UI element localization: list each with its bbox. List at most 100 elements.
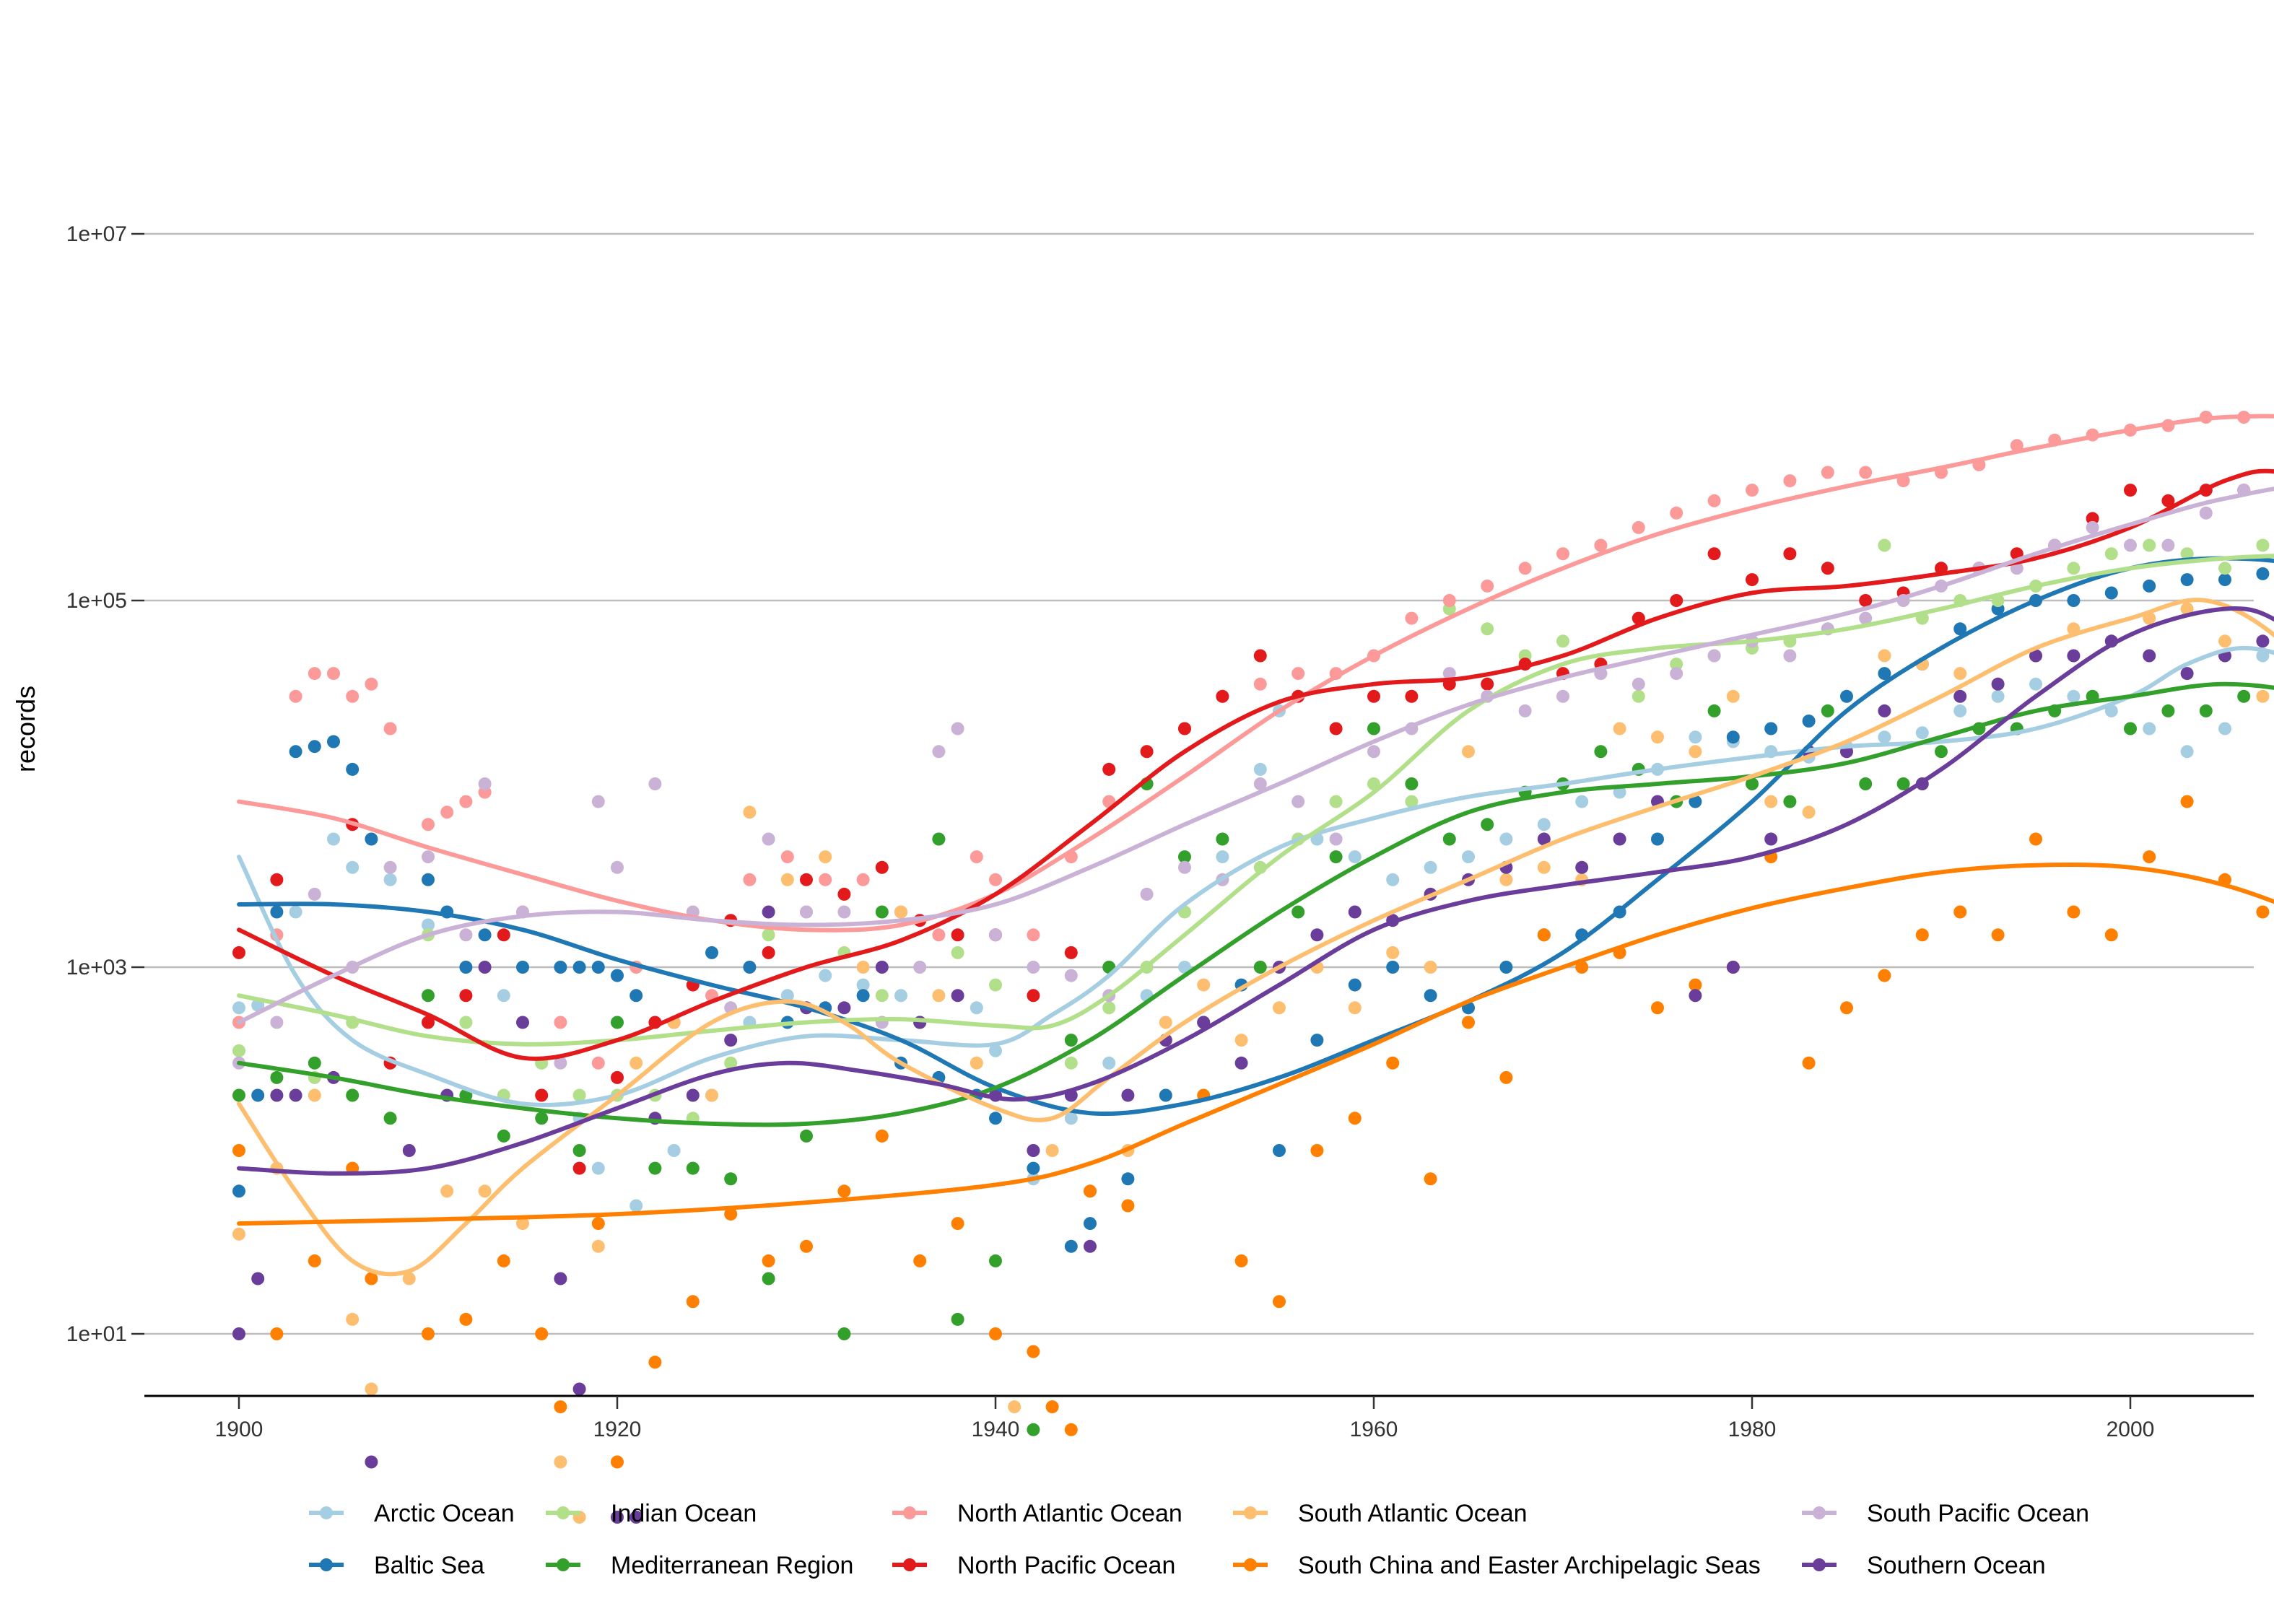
point-north-pacific-ocean xyxy=(837,887,851,901)
point-baltic-sea xyxy=(1802,715,1816,728)
point-baltic-sea xyxy=(327,735,340,748)
legend-key-point xyxy=(1244,1506,1257,1519)
point-indian-ocean xyxy=(1481,622,1494,636)
point-south-atlantic-ocean xyxy=(932,989,946,1003)
point-south-atlantic-ocean xyxy=(1537,860,1551,874)
legend-item-mediterranean-region: Mediterranean Region xyxy=(546,1552,853,1579)
point-mediterranean-region xyxy=(1027,1423,1040,1436)
point-north-pacific-ocean xyxy=(2086,512,2099,525)
y-tick-label: 1e+03 xyxy=(66,956,127,979)
point-mediterranean-region xyxy=(1859,777,1873,790)
point-southern-ocean xyxy=(1953,689,1967,703)
point-indian-ocean xyxy=(724,1056,738,1070)
point-mediterranean-region xyxy=(497,1129,510,1143)
point-mediterranean-region xyxy=(1178,850,1191,864)
point-mediterranean-region xyxy=(1442,832,1456,846)
legend-label: Mediterranean Region xyxy=(611,1552,853,1579)
point-north-atlantic-ocean xyxy=(780,850,794,864)
point-mediterranean-region xyxy=(2237,689,2251,703)
x-tick-label: 1900 xyxy=(215,1418,263,1441)
point-north-atlantic-ocean xyxy=(440,806,454,819)
point-north-pacific-ocean xyxy=(1707,547,1721,561)
point-mediterranean-region xyxy=(837,1327,851,1340)
point-north-atlantic-ocean xyxy=(365,677,378,691)
point-south-china-and-easter-archipelagic-seas xyxy=(989,1327,1002,1340)
point-baltic-sea xyxy=(2218,573,2231,587)
point-north-atlantic-ocean xyxy=(289,689,302,703)
point-baltic-sea xyxy=(478,928,492,942)
point-south-pacific-ocean xyxy=(762,832,775,846)
point-baltic-sea xyxy=(1764,722,1778,735)
point-mediterranean-region xyxy=(611,1016,624,1029)
point-south-pacific-ocean xyxy=(648,777,662,790)
point-southern-ocean xyxy=(611,1511,624,1524)
point-baltic-sea xyxy=(705,946,718,959)
point-south-pacific-ocean xyxy=(1178,860,1191,874)
point-baltic-sea xyxy=(2104,586,2118,600)
point-south-china-and-easter-archipelagic-seas xyxy=(611,1455,624,1469)
point-north-pacific-ocean xyxy=(1783,547,1797,561)
point-southern-ocean xyxy=(724,1034,738,1047)
point-south-pacific-ocean xyxy=(478,777,492,790)
point-south-pacific-ocean xyxy=(932,745,946,759)
point-arctic-ocean xyxy=(2143,722,2156,735)
point-south-atlantic-ocean xyxy=(516,1217,529,1231)
point-baltic-sea xyxy=(2143,579,2156,593)
point-south-pacific-ocean xyxy=(1253,777,1267,790)
point-southern-ocean xyxy=(1234,1056,1248,1070)
point-south-pacific-ocean xyxy=(951,722,964,735)
point-mediterranean-region xyxy=(308,1056,321,1070)
point-south-pacific-ocean xyxy=(1670,667,1683,681)
point-south-china-and-easter-archipelagic-seas xyxy=(1348,1112,1362,1125)
point-south-atlantic-ocean xyxy=(591,1239,605,1253)
point-south-china-and-easter-archipelagic-seas xyxy=(497,1254,510,1267)
point-southern-ocean xyxy=(1689,989,1702,1003)
point-south-atlantic-ocean xyxy=(1726,689,1740,703)
point-south-china-and-easter-archipelagic-seas xyxy=(762,1254,775,1267)
point-south-china-and-easter-archipelagic-seas xyxy=(1462,1016,1475,1029)
point-south-atlantic-ocean xyxy=(2218,634,2231,648)
point-north-atlantic-ocean xyxy=(1405,611,1419,625)
point-arctic-ocean xyxy=(2180,745,2194,759)
point-north-atlantic-ocean xyxy=(422,818,435,831)
point-south-pacific-ocean xyxy=(1859,611,1873,625)
point-north-atlantic-ocean xyxy=(743,873,757,886)
point-mediterranean-region xyxy=(346,1088,360,1102)
x-axis-ticks: 1900192019401960198020002020 xyxy=(215,1396,2154,1441)
point-south-china-and-easter-archipelagic-seas xyxy=(913,1254,927,1267)
point-southern-ocean xyxy=(270,1088,284,1102)
point-north-atlantic-ocean xyxy=(819,873,832,886)
point-south-atlantic-ocean xyxy=(1953,667,1967,681)
trend-line-indian-ocean xyxy=(237,554,2274,1047)
point-south-china-and-easter-archipelagic-seas xyxy=(2067,905,2081,919)
point-southern-ocean xyxy=(2256,634,2270,648)
point-indian-ocean xyxy=(2104,547,2118,561)
point-south-atlantic-ocean xyxy=(1764,795,1778,808)
point-mediterranean-region xyxy=(648,1161,662,1175)
legend-label: Southern Ocean xyxy=(1867,1552,2046,1579)
legend-label: South Pacific Ocean xyxy=(1867,1500,2089,1527)
point-indian-ocean xyxy=(1670,658,1683,671)
point-southern-ocean xyxy=(365,1455,378,1469)
point-southern-ocean xyxy=(1575,860,1589,874)
point-baltic-sea xyxy=(2180,573,2194,587)
point-south-atlantic-ocean xyxy=(819,850,832,864)
point-south-pacific-ocean xyxy=(422,850,435,864)
point-south-china-and-easter-archipelagic-seas xyxy=(459,1312,473,1326)
point-north-pacific-ocean xyxy=(1405,689,1419,703)
point-baltic-sea xyxy=(1878,667,1891,681)
point-indian-ocean xyxy=(459,1016,473,1029)
point-south-china-and-easter-archipelagic-seas xyxy=(1386,1056,1400,1070)
point-south-pacific-ocean xyxy=(1783,649,1797,663)
point-south-pacific-ocean xyxy=(308,887,321,901)
trend-line-south-china-and-easter-archipelagic-seas xyxy=(237,862,2274,1226)
point-north-pacific-ocean xyxy=(459,989,473,1003)
point-indian-ocean xyxy=(1556,634,1569,648)
point-southern-ocean xyxy=(875,961,889,974)
point-indian-ocean xyxy=(2143,538,2156,552)
trend-line-north-atlantic-ocean xyxy=(237,414,2274,933)
point-south-china-and-easter-archipelagic-seas xyxy=(1121,1199,1135,1213)
point-mediterranean-region xyxy=(1783,795,1797,808)
point-mediterranean-region xyxy=(1405,777,1419,790)
point-arctic-ocean xyxy=(894,989,907,1003)
